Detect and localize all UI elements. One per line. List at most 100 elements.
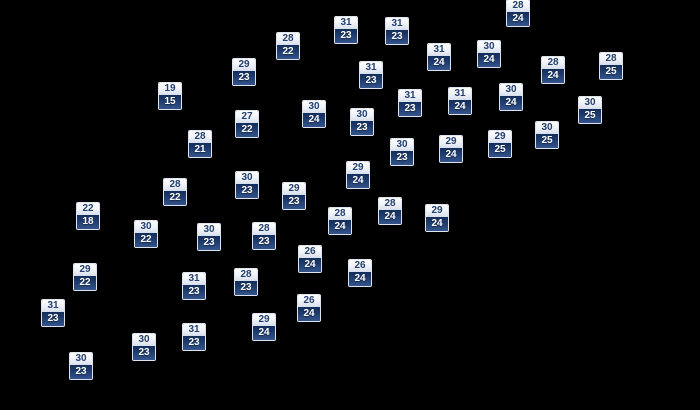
- temp-marker[interactable]: 30 23: [350, 108, 374, 136]
- high-temp: 31: [386, 18, 408, 30]
- low-temp: 23: [183, 336, 205, 350]
- low-temp: 24: [428, 56, 450, 70]
- low-temp: 23: [335, 29, 357, 43]
- temp-marker[interactable]: 28 24: [506, 0, 530, 27]
- low-temp: 23: [235, 281, 257, 295]
- low-temp: 24: [449, 100, 471, 114]
- temp-marker[interactable]: 31 24: [448, 87, 472, 115]
- temp-marker[interactable]: 29 24: [425, 204, 449, 232]
- high-temp: 27: [236, 111, 258, 123]
- high-temp: 30: [579, 97, 601, 109]
- high-temp: 30: [135, 221, 157, 233]
- temp-marker[interactable]: 31 23: [359, 61, 383, 89]
- low-temp: 24: [347, 174, 369, 188]
- temp-marker[interactable]: 27 22: [235, 110, 259, 138]
- high-temp: 29: [440, 136, 462, 148]
- temp-marker[interactable]: 26 24: [297, 294, 321, 322]
- high-temp: 22: [77, 203, 99, 215]
- temp-marker[interactable]: 26 24: [298, 245, 322, 273]
- low-temp: 24: [478, 53, 500, 67]
- low-temp: 24: [329, 220, 351, 234]
- low-temp: 24: [507, 12, 529, 26]
- temp-marker[interactable]: 28 24: [328, 207, 352, 235]
- temp-marker[interactable]: 30 24: [477, 40, 501, 68]
- temp-marker[interactable]: 28 21: [188, 130, 212, 158]
- temp-marker[interactable]: 29 22: [73, 263, 97, 291]
- high-temp: 30: [198, 224, 220, 236]
- temp-marker[interactable]: 31 23: [398, 89, 422, 117]
- temp-marker[interactable]: 26 24: [348, 259, 372, 287]
- low-temp: 22: [164, 191, 186, 205]
- temp-marker[interactable]: 29 24: [439, 135, 463, 163]
- low-temp: 18: [77, 215, 99, 229]
- temp-marker[interactable]: 30 24: [302, 100, 326, 128]
- low-temp: 24: [440, 148, 462, 162]
- low-temp: 23: [42, 312, 64, 326]
- temp-marker[interactable]: 30 24: [499, 83, 523, 111]
- low-temp: 24: [299, 258, 321, 272]
- high-temp: 30: [70, 353, 92, 365]
- temp-marker[interactable]: 30 22: [134, 220, 158, 248]
- temp-marker[interactable]: 30 25: [578, 96, 602, 124]
- temp-marker[interactable]: 30 25: [535, 121, 559, 149]
- low-temp: 21: [189, 143, 211, 157]
- temp-marker[interactable]: 29 23: [232, 58, 256, 86]
- low-temp: 24: [349, 272, 371, 286]
- temp-marker[interactable]: 28 23: [234, 268, 258, 296]
- temp-marker[interactable]: 31 23: [385, 17, 409, 45]
- temp-marker[interactable]: 28 23: [252, 222, 276, 250]
- temp-marker[interactable]: 28 22: [163, 178, 187, 206]
- low-temp: 23: [399, 102, 421, 116]
- temp-marker[interactable]: 19 15: [158, 82, 182, 110]
- temp-marker[interactable]: 28 24: [541, 56, 565, 84]
- high-temp: 28: [235, 269, 257, 281]
- high-temp: 29: [74, 264, 96, 276]
- low-temp: 25: [536, 134, 558, 148]
- temp-marker[interactable]: 31 23: [334, 16, 358, 44]
- high-temp: 30: [133, 334, 155, 346]
- high-temp: 31: [360, 62, 382, 74]
- temp-marker[interactable]: 29 24: [252, 313, 276, 341]
- high-temp: 31: [335, 17, 357, 29]
- temp-marker[interactable]: 28 25: [599, 52, 623, 80]
- temp-marker[interactable]: 30 23: [132, 333, 156, 361]
- temp-marker[interactable]: 28 24: [378, 197, 402, 225]
- low-temp: 24: [253, 326, 275, 340]
- high-temp: 30: [536, 122, 558, 134]
- temp-marker[interactable]: 22 18: [76, 202, 100, 230]
- temp-marker[interactable]: 31 23: [182, 323, 206, 351]
- high-temp: 28: [164, 179, 186, 191]
- high-temp: 29: [347, 162, 369, 174]
- high-temp: 29: [283, 183, 305, 195]
- high-temp: 29: [489, 131, 511, 143]
- temp-marker[interactable]: 30 23: [235, 171, 259, 199]
- temp-marker[interactable]: 30 23: [69, 352, 93, 380]
- low-temp: 15: [159, 95, 181, 109]
- temp-marker[interactable]: 31 23: [41, 299, 65, 327]
- low-temp: 23: [233, 71, 255, 85]
- temp-marker[interactable]: 30 23: [390, 138, 414, 166]
- low-temp: 25: [579, 109, 601, 123]
- high-temp: 31: [399, 90, 421, 102]
- high-temp: 28: [329, 208, 351, 220]
- high-temp: 19: [159, 83, 181, 95]
- high-temp: 28: [507, 0, 529, 12]
- high-temp: 31: [428, 44, 450, 56]
- low-temp: 23: [133, 346, 155, 360]
- temp-marker[interactable]: 29 23: [282, 182, 306, 210]
- high-temp: 30: [500, 84, 522, 96]
- temp-marker[interactable]: 31 23: [182, 272, 206, 300]
- temp-marker[interactable]: 29 25: [488, 130, 512, 158]
- temp-marker[interactable]: 29 24: [346, 161, 370, 189]
- temp-marker[interactable]: 28 22: [276, 32, 300, 60]
- high-temp: 29: [426, 205, 448, 217]
- low-temp: 24: [303, 113, 325, 127]
- high-temp: 30: [391, 139, 413, 151]
- high-temp: 26: [349, 260, 371, 272]
- high-temp: 31: [42, 300, 64, 312]
- temp-marker[interactable]: 30 23: [197, 223, 221, 251]
- high-temp: 26: [298, 295, 320, 307]
- temp-marker[interactable]: 31 24: [427, 43, 451, 71]
- high-temp: 28: [277, 33, 299, 45]
